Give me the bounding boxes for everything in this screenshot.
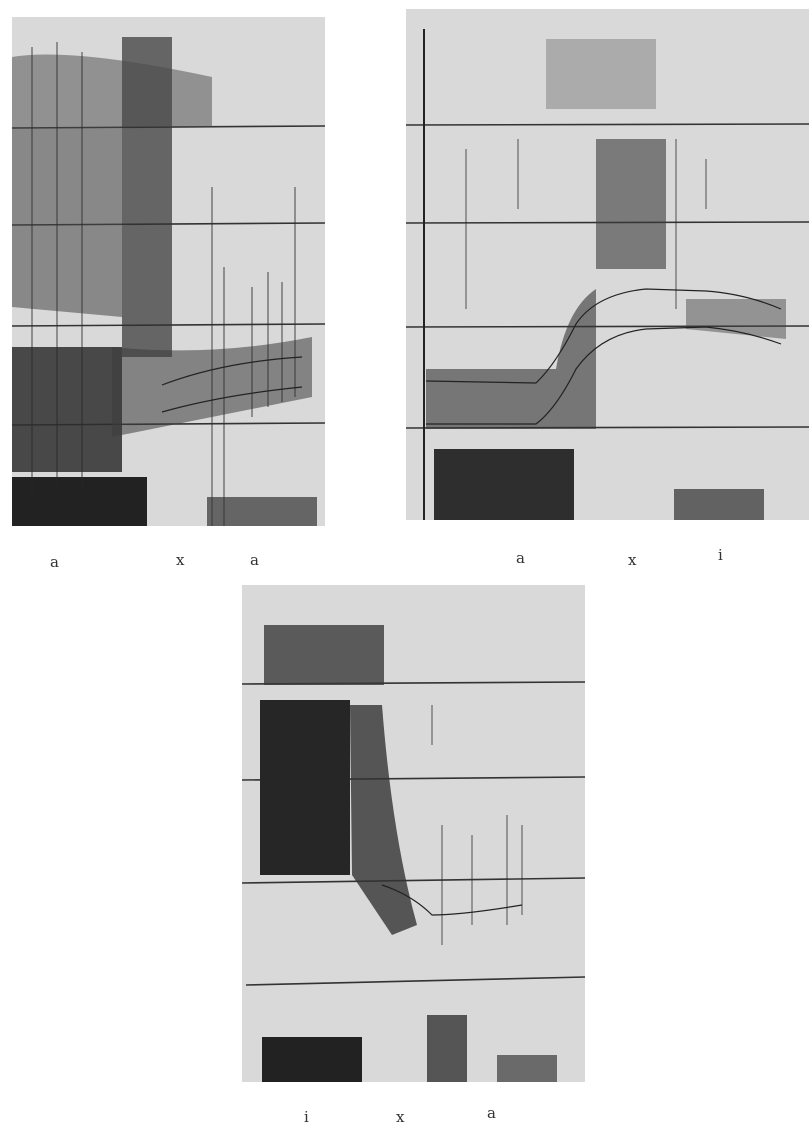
label-a1-middle: x (176, 551, 185, 569)
spectrogram-a-x-a (12, 17, 325, 526)
label-a3-middle: x (396, 1108, 405, 1126)
spectrogram-image-3 (242, 625, 585, 1082)
spectrogram-i-x-a (242, 585, 585, 1082)
spectrogram-a-x-i (406, 9, 809, 520)
label-a3-left: i (304, 1108, 309, 1126)
label-a3-right: a (487, 1104, 496, 1122)
spectrogram-image-2 (406, 29, 809, 520)
label-a1-right: a (250, 551, 259, 569)
spectrogram-image-1 (12, 37, 325, 526)
label-a2-middle: x (628, 551, 637, 569)
label-a2-right: i (718, 546, 723, 564)
label-a1-left: a (50, 553, 59, 571)
label-a2-left: a (516, 549, 525, 567)
